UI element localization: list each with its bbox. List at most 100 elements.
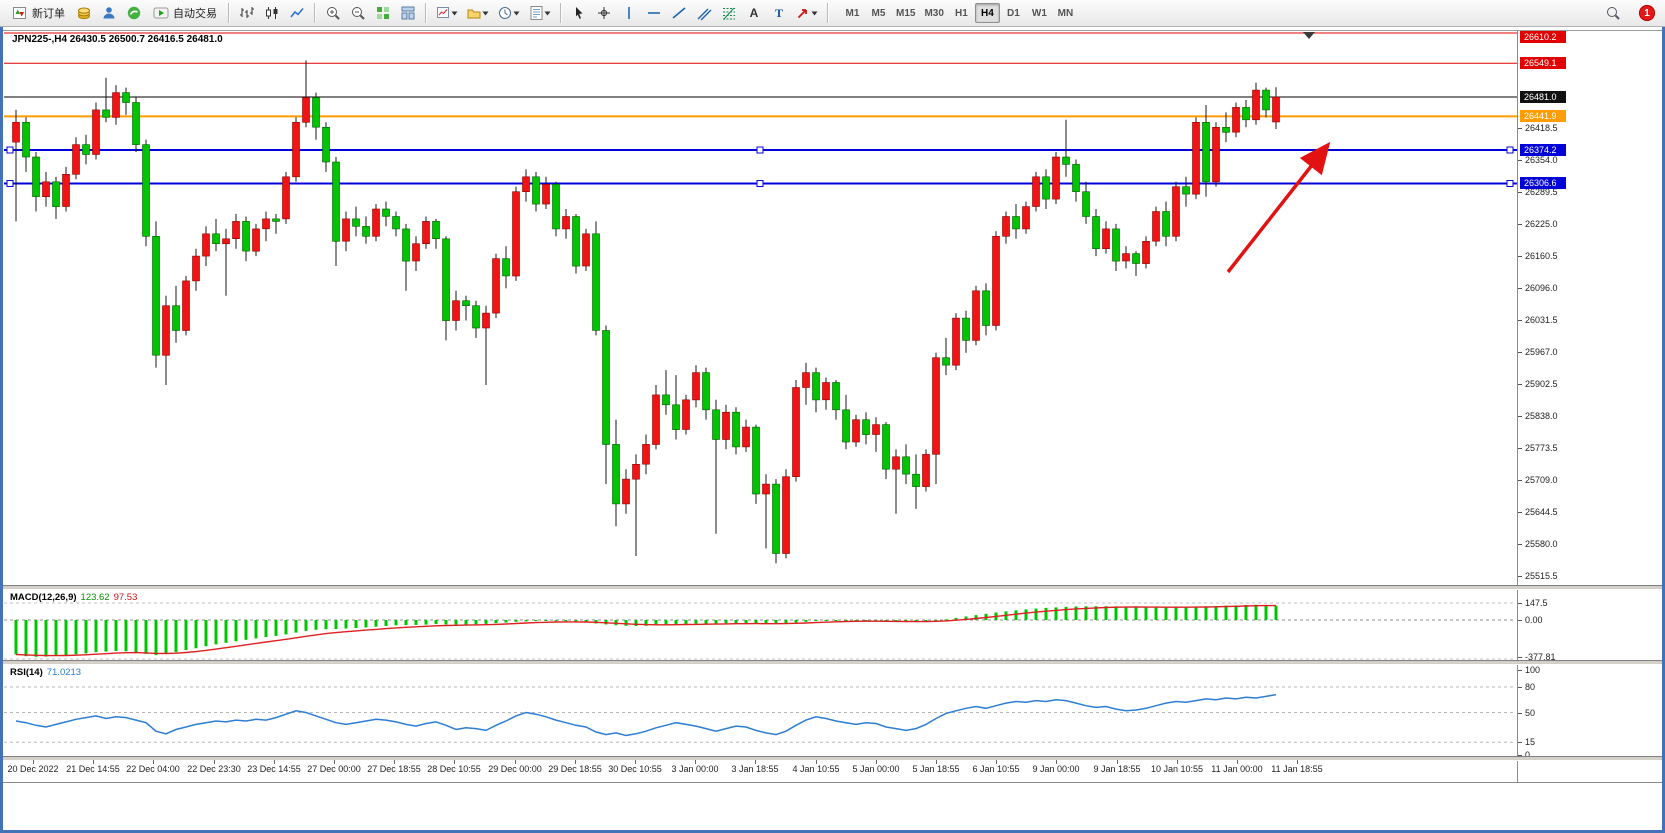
macd-bar <box>504 620 508 623</box>
macd-bar <box>1204 606 1208 620</box>
time-axis-tick <box>695 760 696 764</box>
new-chart-button[interactable] <box>432 2 462 24</box>
hline-handle[interactable] <box>1506 146 1514 154</box>
auto-arrange-button[interactable] <box>371 2 395 24</box>
tile-windows-button[interactable] <box>396 2 420 24</box>
horizontal-line-tool-button[interactable] <box>642 2 666 24</box>
bar-chart-button[interactable] <box>235 2 259 24</box>
community-button[interactable] <box>122 2 146 24</box>
template-button[interactable] <box>525 2 555 24</box>
macd-bar <box>574 620 578 622</box>
zoom-out-button[interactable] <box>346 2 370 24</box>
macd-bar <box>724 620 728 624</box>
price-axis-tick <box>1518 670 1522 671</box>
timeframe-button-m15[interactable]: M15 <box>892 3 919 23</box>
candlestick-chart-button[interactable] <box>260 2 284 24</box>
panel-splitter-macd[interactable] <box>3 585 1662 590</box>
equidistant-channel-icon <box>697 8 712 21</box>
timeframe-button-mn[interactable]: MN <box>1053 3 1078 23</box>
time-axis-tick <box>394 760 395 764</box>
chevron-down-icon <box>811 11 818 15</box>
panel-splitter-rsi[interactable] <box>3 660 1662 665</box>
timeframe-button-m5[interactable]: M5 <box>866 3 891 23</box>
coins-button[interactable] <box>72 2 96 24</box>
fibonacci-tool-button[interactable] <box>717 2 741 24</box>
price-label: 26160.5 <box>1525 251 1558 261</box>
time-axis-tick <box>575 760 576 764</box>
macd-bar <box>1234 605 1238 620</box>
macd-bar <box>644 620 648 626</box>
macd-bar <box>674 620 678 625</box>
macd-bar <box>34 620 38 657</box>
new-order-button[interactable]: 新订单 <box>6 2 71 24</box>
trendline-tool-button[interactable] <box>667 2 691 24</box>
macd-bar <box>1274 605 1278 620</box>
macd-main-value: 123.62 <box>80 592 110 603</box>
chevron-down-icon <box>513 11 520 15</box>
profiles-button[interactable] <box>463 2 493 24</box>
macd-bar <box>1164 607 1168 620</box>
profile-button[interactable] <box>97 2 121 24</box>
main-price-panel <box>4 32 1517 564</box>
macd-bar <box>354 620 358 628</box>
macd-bar <box>1064 606 1068 620</box>
time-axis-tick <box>876 760 877 764</box>
line-chart-button[interactable] <box>285 2 309 24</box>
period-button[interactable] <box>494 2 524 24</box>
time-axis-tick <box>755 760 756 764</box>
notification-badge[interactable]: 1 <box>1639 5 1655 21</box>
candles <box>12 60 1280 564</box>
price-marker-26441.9: 26441.9 <box>1520 110 1566 122</box>
macd-bar <box>314 620 318 630</box>
timeframe-button-d1[interactable]: D1 <box>1001 3 1026 23</box>
macd-bar <box>434 620 438 625</box>
hline-handle[interactable] <box>1506 180 1514 187</box>
macd-bar <box>324 620 328 630</box>
channel-tool-button[interactable] <box>692 2 716 24</box>
macd-bar <box>534 620 538 622</box>
timeframe-button-m1[interactable]: M1 <box>840 3 865 23</box>
timeframe-button-h1[interactable]: H1 <box>949 3 974 23</box>
hline-handle[interactable] <box>6 146 14 154</box>
macd-bar <box>524 620 528 622</box>
hline-handle[interactable] <box>756 146 764 154</box>
text-tool-button[interactable]: A <box>742 2 766 24</box>
timeframe-button-m30[interactable]: M30 <box>920 3 947 23</box>
macd-bar <box>1174 607 1178 620</box>
zoom-in-button[interactable] <box>321 2 345 24</box>
new-order-label: 新订单 <box>32 8 65 20</box>
price-label: 25709.0 <box>1525 475 1558 485</box>
timeframe-button-w1[interactable]: W1 <box>1027 3 1052 23</box>
ohlc-bars-icon <box>240 7 254 18</box>
price-label: 25644.5 <box>1525 507 1558 517</box>
macd-name: MACD(12,26,9) <box>10 592 77 603</box>
trend-arrow-annotation[interactable] <box>1226 141 1331 274</box>
vertical-line-tool-button[interactable] <box>617 2 641 24</box>
price-label: 26418.5 <box>1525 123 1558 133</box>
hline-handle[interactable] <box>6 180 14 187</box>
chart-shift-marker[interactable] <box>1303 32 1315 39</box>
search-button[interactable] <box>1601 2 1625 24</box>
label-tool-button[interactable]: T <box>767 2 791 24</box>
auto-trading-button[interactable]: 自动交易 <box>147 2 223 24</box>
price-axis-tick <box>1518 742 1522 743</box>
price-axis: 26418.5 26354.0 26289.5 26225.0 26160.5 26096… <box>1518 0 1662 833</box>
arrows-tool-button[interactable] <box>792 2 822 24</box>
macd-bar <box>264 620 268 637</box>
timeframe-button-h4[interactable]: H4 <box>974 3 1000 23</box>
crosshair-button[interactable] <box>592 2 616 24</box>
time-label: 5 Jan 00:00 <box>852 764 900 774</box>
macd-bar <box>934 620 938 621</box>
price-label: 26354.0 <box>1525 155 1558 165</box>
price-axis-tick <box>1518 320 1522 321</box>
chevron-down-icon <box>544 11 550 15</box>
time-label: 20 Dec 2022 <box>7 764 59 774</box>
cursor-button[interactable] <box>567 2 591 24</box>
macd-bar <box>74 620 78 655</box>
macd-bar <box>694 620 698 624</box>
hline-handle[interactable] <box>756 180 764 187</box>
time-axis-tick <box>635 760 636 764</box>
price-label: 25838.0 <box>1525 411 1558 421</box>
macd-bar <box>1264 605 1268 620</box>
price-axis-tick <box>1518 384 1522 385</box>
